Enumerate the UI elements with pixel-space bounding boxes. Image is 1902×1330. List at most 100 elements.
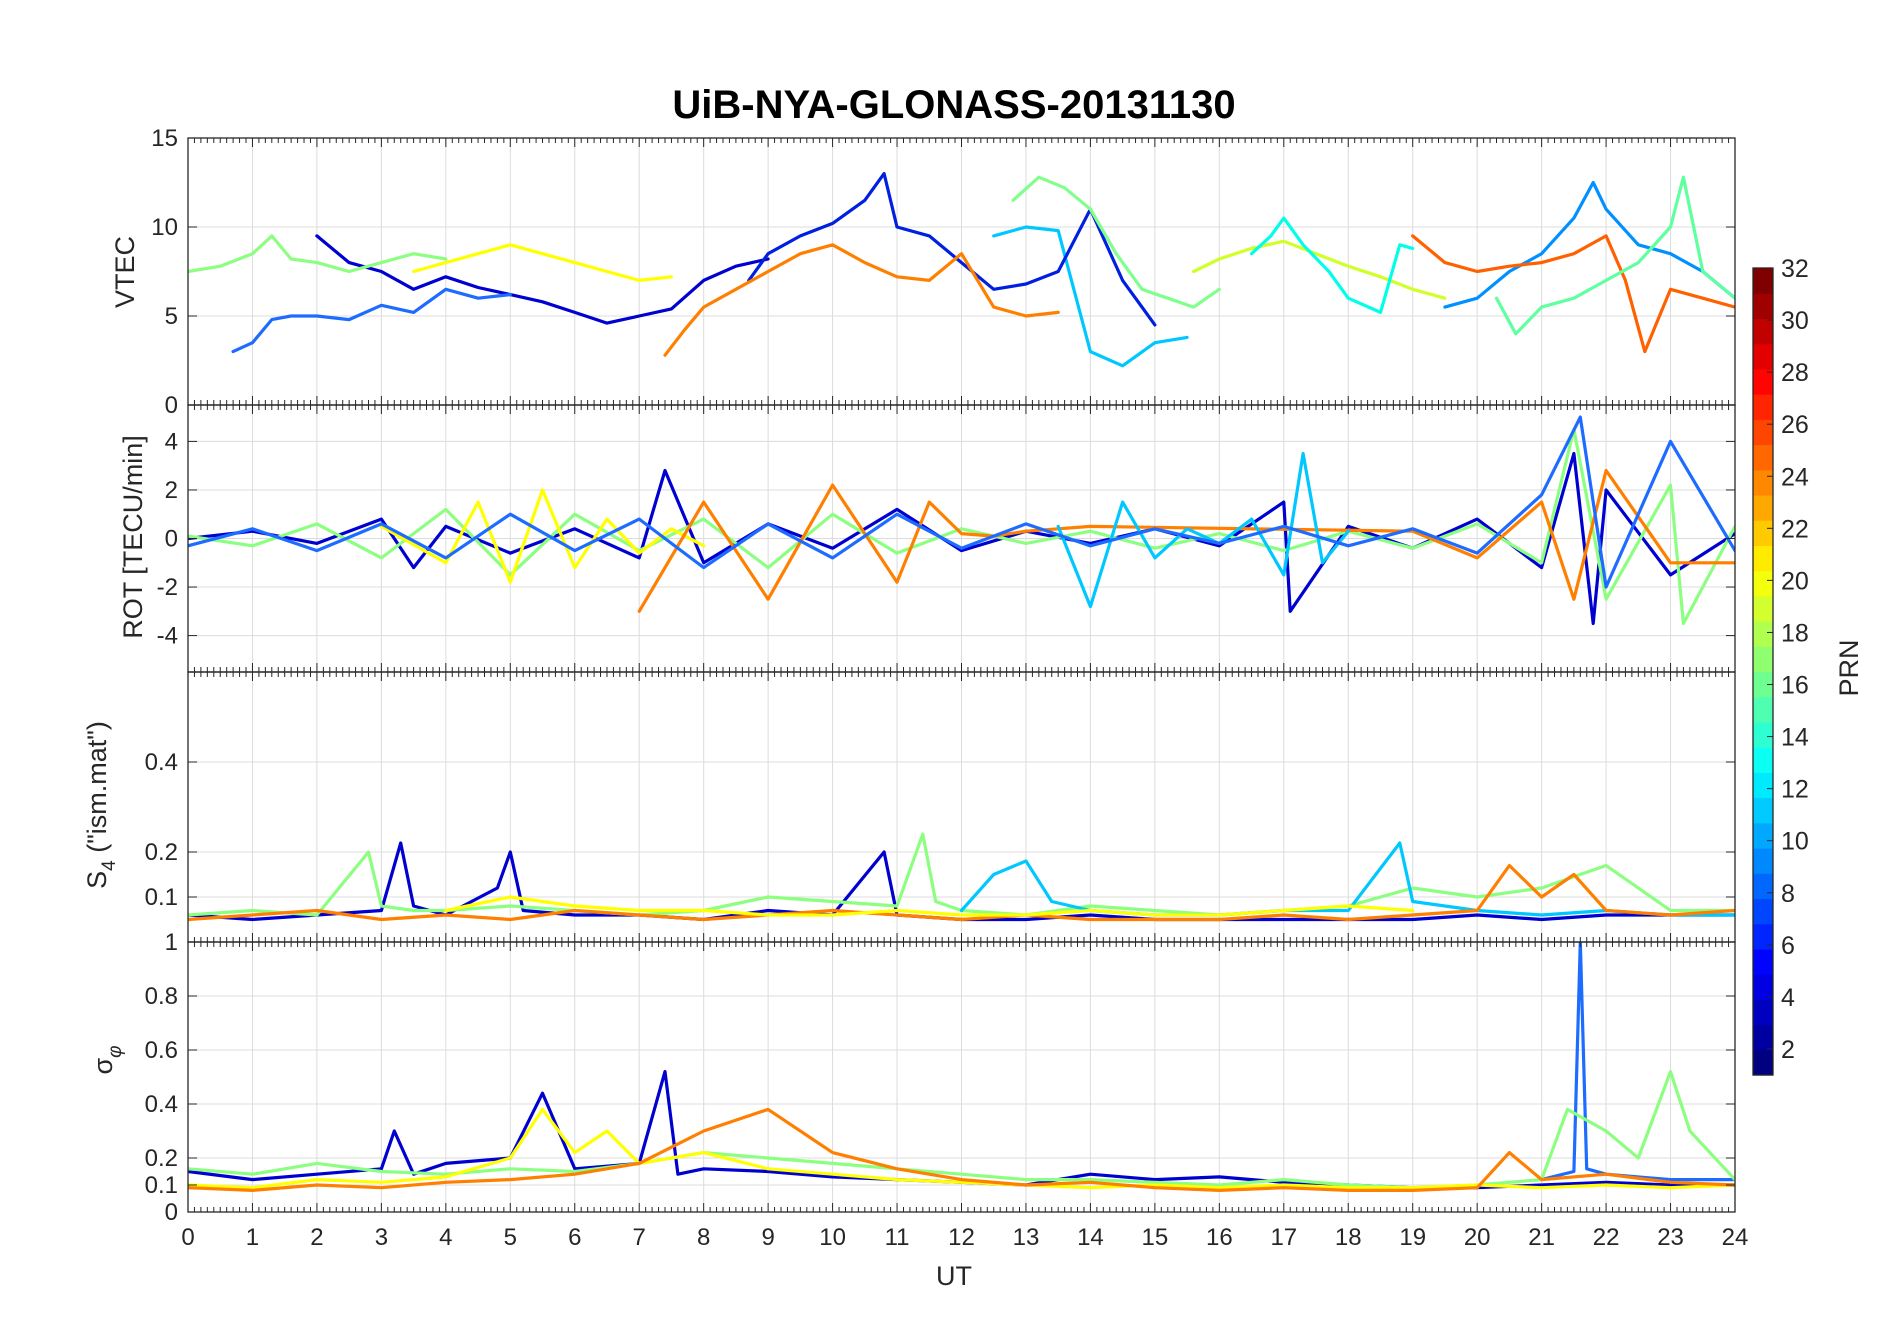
vtec-ylabel: VTEC (110, 236, 140, 308)
colorbar-tick-label: 24 (1781, 463, 1809, 491)
series-prn-21 (444, 895, 1415, 917)
colorbar-swatch (1753, 268, 1773, 294)
series-prn-23 (188, 1107, 1735, 1192)
series-prn-12 (992, 225, 1189, 368)
colorbar-swatch (1753, 948, 1773, 975)
sigma-phi-panel: 00.10.20.40.60.810 1 2 3 4 5 6 7 8 9 10 11 12 13 14 15 1… (145, 929, 1749, 1251)
x-tick-label: 16 (1206, 1224, 1233, 1251)
rot-panel: -4 -2 0 2 4 (157, 404, 1736, 673)
colorbar-swatch (1753, 520, 1773, 547)
colorbar-swatch (1753, 318, 1773, 345)
colorbar-swatch (1753, 545, 1773, 572)
x-tick-label: 11 (885, 1224, 910, 1251)
series-prn-3 (315, 234, 770, 325)
colorbar-tick-label: 22 (1781, 515, 1809, 543)
y-tick-label: 2 (165, 477, 178, 504)
colorbar-swatch (1753, 772, 1773, 799)
colorbar-tick-label: 8 (1781, 880, 1795, 908)
series-prn-17 (188, 427, 1735, 626)
colorbar-swatch (1753, 394, 1773, 420)
series-prn-21 (188, 1107, 1735, 1190)
colorbar-tick-label: 28 (1781, 359, 1809, 387)
colorbar-tick-label: 30 (1781, 307, 1809, 335)
colorbar-swatch (1753, 444, 1773, 471)
x-tick-label: 5 (504, 1224, 517, 1251)
colorbar-tick-label: 4 (1781, 984, 1795, 1012)
colorbar-swatch (1753, 595, 1773, 622)
series-prn-7 (188, 415, 1735, 589)
chart-title: UiB-NYA-GLONASS-20131130 (672, 83, 1235, 127)
colorbar-tick-label: 20 (1781, 567, 1809, 595)
x-tick-label: 8 (697, 1224, 710, 1251)
y-tick-label: 0 (165, 1199, 178, 1226)
series-prn-7 (231, 287, 512, 354)
colorbar-swatch (1753, 343, 1773, 370)
y-tick-label: 0.8 (145, 983, 178, 1010)
series-prn-17 (188, 1070, 1735, 1190)
y-tick-label: 0.1 (145, 1172, 178, 1199)
x-tick-label: 13 (1013, 1224, 1040, 1251)
colorbar-swatch (1753, 671, 1773, 698)
colorbar-swatch (1753, 494, 1773, 521)
x-tick-label: 7 (633, 1224, 646, 1251)
x-tick-label: 10 (819, 1224, 846, 1251)
x-tick-label: 4 (439, 1224, 452, 1251)
y-tick-label: -4 (157, 623, 178, 650)
y-tick-label: 10 (151, 214, 178, 241)
colorbar-swatch (1753, 721, 1773, 748)
x-tick-label: 23 (1657, 1224, 1684, 1251)
colorbar-swatch (1753, 469, 1773, 496)
y-tick-label: 0.4 (145, 1091, 178, 1118)
colorbar-swatch (1753, 747, 1773, 773)
series-prn-24 (1411, 234, 1735, 354)
x-tick-label: 2 (310, 1224, 323, 1251)
colorbar-swatch (1753, 999, 1773, 1026)
x-tick-label: 22 (1593, 1224, 1620, 1251)
colorbar-swatch (1753, 898, 1773, 925)
y-tick-label: 4 (165, 428, 178, 455)
series-prn-21 (412, 243, 673, 282)
colorbar-tick-label: 14 (1781, 724, 1809, 752)
colorbar-swatch (1753, 570, 1773, 597)
colorbar-swatch (1753, 293, 1773, 320)
colorbar-frame (1752, 267, 1774, 1076)
colorbar-swatch (1753, 419, 1773, 446)
colorbar-swatch (1753, 873, 1773, 900)
series-prn-3 (188, 841, 1735, 922)
x-tick-label: 0 (181, 1224, 194, 1251)
y-tick-label: 0 (165, 392, 178, 419)
colorbar-swatch (1753, 646, 1773, 673)
x-tick-label: 18 (1335, 1224, 1362, 1251)
rot-ylabel: ROT [TECU/min] (118, 435, 148, 639)
y-tick-label: 0.4 (145, 749, 178, 776)
vtec-panel: 0 5 10 15 (151, 125, 1736, 419)
series-prn-7 (1540, 942, 1735, 1182)
colorbar-tick-label: 32 (1781, 255, 1809, 283)
y-tick-label: -2 (157, 574, 178, 601)
series-prn-3 (188, 451, 1735, 626)
colorbar-swatch (1753, 974, 1773, 1000)
y-tick-label: 0.6 (145, 1037, 178, 1064)
y-tick-label: 0.2 (145, 839, 178, 866)
series-prn-12 (959, 841, 1735, 917)
x-tick-label: 1 (246, 1224, 259, 1251)
colorbar-tick-label: 12 (1781, 776, 1809, 804)
colorbar-tick-label: 10 (1781, 828, 1809, 856)
series-prn-4 (747, 172, 1157, 327)
series-prn-9 (1443, 180, 1735, 309)
y-tick-label: 0.1 (145, 884, 178, 911)
colorbar-swatch (1753, 368, 1773, 395)
colorbar-label: PRN (1834, 639, 1864, 696)
x-tick-label: 19 (1399, 1224, 1426, 1251)
x-tick-label: 6 (568, 1224, 581, 1251)
series-prn-16 (1011, 175, 1221, 309)
y-tick-label: 1 (165, 929, 178, 956)
series-prn-17 (188, 832, 1735, 917)
colorbar-tick-label: 26 (1781, 411, 1809, 439)
series-prn-21 (379, 488, 706, 584)
colorbar-swatch (1753, 696, 1773, 723)
colorbar-swatch (1753, 797, 1773, 824)
x-tick-label: 20 (1464, 1224, 1491, 1251)
colorbar-swatch (1753, 1049, 1773, 1076)
